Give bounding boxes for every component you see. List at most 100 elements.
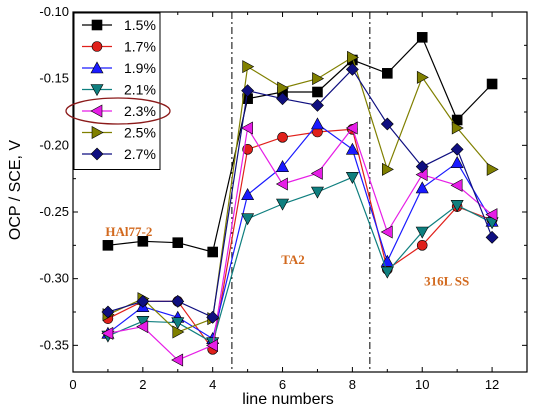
axes: 0 2 4 6 8 10 12 -0.35 -0.30 -0.25 -0.20 -0.15 -0.10 <box>39 4 528 392</box>
series-line <box>107 126 493 361</box>
legend-label: 1.7% <box>124 39 156 55</box>
data-point <box>347 50 360 64</box>
data-point <box>382 68 393 79</box>
data-point <box>275 177 288 191</box>
y-tick-label: -0.30 <box>39 271 69 286</box>
region-annotations: HAl77-2 TA2 316L SS <box>105 224 469 288</box>
data-point <box>276 198 290 211</box>
legend-marker <box>90 84 104 97</box>
data-point <box>206 310 220 324</box>
data-point <box>207 246 218 258</box>
data-point <box>345 121 358 135</box>
x-tick-label: 2 <box>139 377 146 392</box>
data-point <box>171 294 185 308</box>
data-point <box>450 200 464 212</box>
data-point <box>415 160 429 174</box>
legend-marker <box>91 125 104 140</box>
data-point <box>380 266 394 279</box>
data-point <box>171 353 184 367</box>
data-point <box>276 92 289 106</box>
data-point <box>241 188 255 200</box>
data-point <box>310 117 324 130</box>
series-lines <box>101 32 499 367</box>
data-point <box>416 70 429 84</box>
series-1-9 <box>101 117 499 344</box>
x-tick-label: 10 <box>415 377 429 392</box>
x-tick-label: 6 <box>279 377 286 392</box>
legend: 1.5% 1.7% 1.9% 2.1% 2.3% 2.5% 2.7% <box>65 12 171 170</box>
x-tick-label: 12 <box>485 377 499 392</box>
legend-marker <box>90 61 104 74</box>
legend-entry: 1.5% <box>82 17 156 33</box>
y-tick-label: -0.10 <box>39 4 69 19</box>
region-label: HAl77-2 <box>105 224 152 239</box>
data-point <box>277 81 290 95</box>
y-tick-label: -0.20 <box>39 137 69 152</box>
data-point <box>485 230 499 244</box>
legend-marker <box>90 104 103 118</box>
data-point <box>136 294 150 308</box>
data-point <box>311 98 324 112</box>
legend-entry: 2.7% <box>82 146 156 162</box>
data-point <box>416 240 428 251</box>
legend-entry: 2.3% <box>65 97 171 125</box>
data-point <box>450 142 464 156</box>
data-point <box>172 325 185 339</box>
legend-entry: 1.9% <box>82 60 156 76</box>
data-point <box>312 72 325 86</box>
data-point <box>206 338 218 352</box>
data-point <box>101 326 114 340</box>
y-tick-label: -0.15 <box>39 71 69 86</box>
region-label: TA2 <box>281 252 305 267</box>
data-point <box>415 226 429 239</box>
data-point <box>241 213 255 226</box>
series-line <box>107 123 493 340</box>
series-2-7 <box>101 62 499 324</box>
highlight-ellipse <box>65 97 171 125</box>
legend-label: 2.7% <box>124 146 156 162</box>
legend-marker <box>91 41 103 52</box>
legend-entry: 1.7% <box>82 39 156 55</box>
data-point <box>277 132 288 143</box>
legend-box <box>73 12 161 170</box>
series-line <box>107 128 493 351</box>
data-point <box>450 178 463 192</box>
data-point <box>451 121 464 135</box>
x-tick-label: 8 <box>349 377 356 392</box>
data-point <box>345 62 359 76</box>
data-point <box>242 60 255 74</box>
region-label: 316L SS <box>424 273 469 288</box>
series-line <box>107 56 493 333</box>
data-point <box>310 186 324 199</box>
x-axis-title: line numbers <box>242 391 334 408</box>
y-tick-label: -0.25 <box>39 204 69 219</box>
legend-marker <box>91 19 103 31</box>
legend-label: 1.9% <box>124 60 156 76</box>
data-point <box>345 142 359 155</box>
legend-label: 2.1% <box>124 82 156 98</box>
y-tick-label: -0.35 <box>39 337 69 352</box>
series-2-5 <box>102 50 499 339</box>
data-point <box>380 225 393 239</box>
data-point <box>450 156 464 168</box>
data-point <box>416 32 428 43</box>
series-line <box>107 36 493 253</box>
legend-entry: 2.1% <box>82 82 156 98</box>
data-point <box>345 172 359 184</box>
plot-frame <box>72 11 528 373</box>
x-tick-label: 0 <box>69 377 76 392</box>
data-point <box>312 86 323 98</box>
legend-marker <box>90 147 104 161</box>
data-point <box>101 305 115 319</box>
legend-label: 2.5% <box>124 125 156 141</box>
x-tick-label: 4 <box>209 377 216 392</box>
legend-entry: 2.5% <box>82 125 156 141</box>
data-point <box>486 78 498 90</box>
legend-label: 1.5% <box>124 17 156 33</box>
data-point <box>136 320 149 334</box>
data-point <box>240 121 253 135</box>
data-point <box>276 160 290 172</box>
data-point <box>102 240 114 251</box>
data-point <box>382 162 394 176</box>
